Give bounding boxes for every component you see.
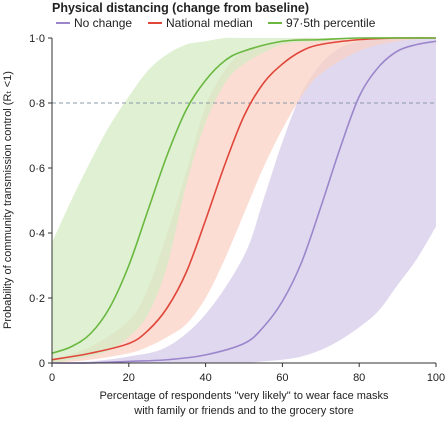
band-national-median bbox=[52, 37, 436, 363]
y-tick-label: 0·4 bbox=[29, 228, 45, 240]
band-no-change bbox=[52, 37, 436, 364]
y-tick-label: 0·8 bbox=[29, 98, 45, 110]
series-line-97-5th-percentile bbox=[51, 37, 437, 355]
x-tick-label: 60 bbox=[276, 372, 288, 384]
series-line-national-median bbox=[51, 37, 437, 361]
y-axis-label: Probability of community transmission co… bbox=[2, 71, 14, 329]
legend-label-no-change: No change bbox=[74, 16, 132, 30]
x-tick-label: 80 bbox=[353, 372, 365, 384]
x-tick-label: 0 bbox=[49, 372, 55, 384]
axes bbox=[48, 37, 437, 367]
x-tick-label: 40 bbox=[199, 372, 211, 384]
tick-labels: 0 0·2 0·4 0·6 0·8 1·0 0 20 40 60 80 100 bbox=[29, 33, 445, 384]
y-tick-label: 0·2 bbox=[29, 293, 45, 305]
series-lines bbox=[51, 37, 437, 364]
legend-title: Physical distancing (change from baselin… bbox=[52, 1, 309, 15]
x-axis-label-line-2: with family or friends and to the grocer… bbox=[133, 405, 353, 417]
series-line-no-change bbox=[51, 40, 437, 364]
y-tick-label: 1·0 bbox=[29, 33, 45, 45]
confidence-bands bbox=[52, 37, 436, 364]
x-tick-label: 20 bbox=[123, 372, 135, 384]
x-tick-label: 100 bbox=[427, 372, 445, 384]
legend: No change National median 97·5th percentil… bbox=[56, 16, 376, 30]
legend-label-97-5th-percentile: 97·5th percentile bbox=[286, 16, 376, 30]
y-tick-label: 0·6 bbox=[29, 163, 45, 175]
x-axis-label-line-1: Percentage of respondents "very likely" … bbox=[99, 390, 389, 402]
legend-label-national-median: National median bbox=[166, 16, 253, 30]
y-tick-label: 0 bbox=[39, 358, 45, 370]
band-97-5th-percentile bbox=[52, 37, 436, 363]
